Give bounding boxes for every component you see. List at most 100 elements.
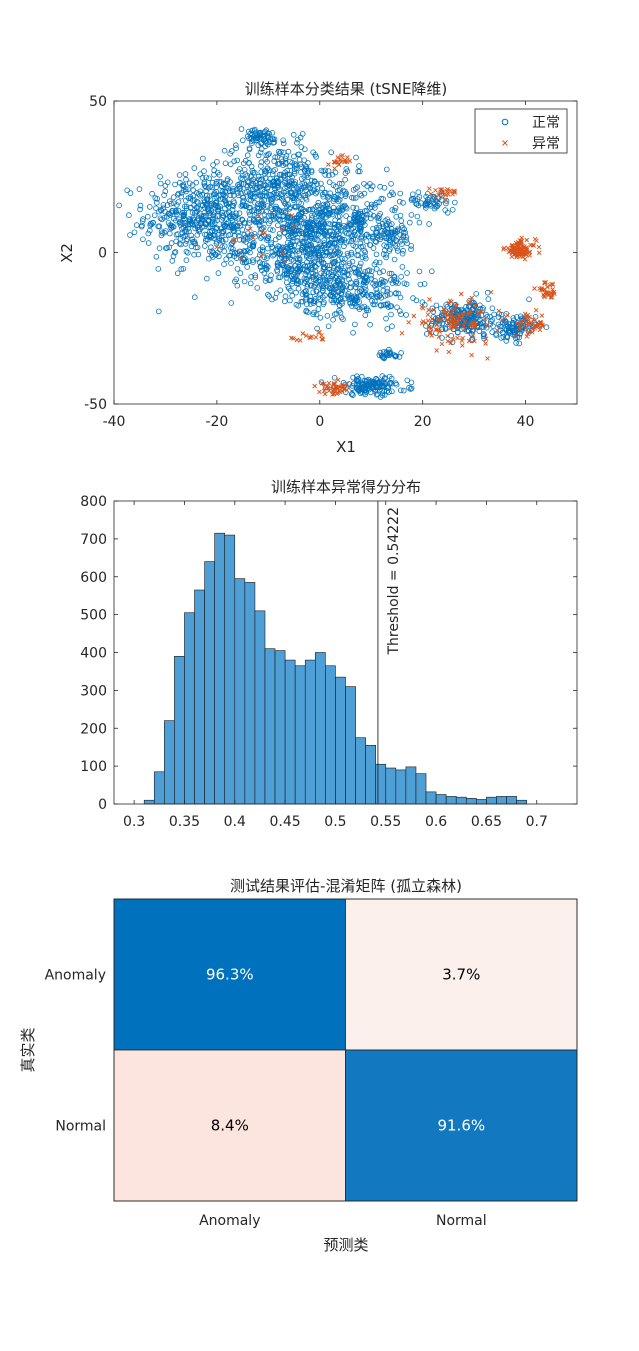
scatter-point-normal: [277, 251, 284, 258]
scatter-point-normal: [296, 230, 303, 237]
scatter-point-normal: [384, 285, 391, 292]
histogram-ytick-label: 100: [80, 759, 107, 775]
scatter-point-anomaly: [319, 336, 325, 342]
scatter-point-normal: [517, 331, 523, 337]
scatter-point-normal: [171, 249, 178, 256]
scatter-point-normal: [285, 148, 292, 155]
scatter-point-anomaly: [525, 331, 531, 337]
scatter-point-normal: [380, 349, 387, 355]
histogram-bar: [314, 652, 326, 805]
scatter-point-anomaly: [451, 324, 457, 330]
scatter-point-normal: [254, 134, 261, 141]
scatter-point-normal: [198, 218, 205, 225]
scatter-point-normal: [318, 281, 325, 288]
scatter-point-anomaly: [238, 256, 244, 262]
confusion-matrix-value: 3.7%: [442, 966, 480, 984]
scatter-point-normal: [428, 268, 435, 275]
scatter-point-normal: [329, 241, 336, 247]
scatter-point-normal: [304, 232, 310, 238]
scatter-point-normal: [272, 154, 279, 161]
scatter-point-anomaly: [449, 299, 454, 305]
scatter-point-normal: [361, 387, 368, 393]
scatter-point-normal: [274, 268, 281, 275]
scatter-point-normal: [388, 311, 394, 318]
scatter-point-anomaly: [455, 335, 460, 341]
scatter-point-normal: [387, 379, 394, 386]
scatter-point-normal: [355, 168, 362, 175]
scatter-point-normal: [360, 382, 367, 388]
scatter-point-normal: [311, 231, 318, 238]
scatter-point-normal: [276, 234, 282, 241]
scatter-ytick-label: -50: [84, 397, 107, 413]
scatter-point-normal: [424, 191, 431, 197]
scatter-point-normal: [403, 312, 409, 318]
scatter-point-normal: [127, 232, 133, 238]
scatter-point-normal: [379, 382, 386, 389]
histogram-bar: [435, 794, 447, 805]
scatter-point-normal: [254, 205, 261, 212]
scatter-point-normal: [514, 329, 521, 336]
scatter-point-normal: [335, 191, 341, 198]
scatter-point-normal: [211, 235, 217, 242]
histogram-bar: [294, 665, 306, 805]
scatter-point-anomaly: [467, 299, 473, 305]
scatter-point-normal: [325, 220, 332, 227]
scatter-point-normal: [263, 208, 269, 215]
scatter-point-normal: [336, 187, 343, 193]
scatter-point-normal: [355, 304, 362, 311]
scatter-point-normal: [408, 243, 415, 249]
scatter-point-normal: [246, 197, 253, 203]
scatter-point-anomaly: [540, 323, 545, 329]
scatter-point-normal: [294, 218, 301, 224]
histogram-chart: 训练样本异常得分分布 Threshold = 0.54222 0.3 0.35 0.…: [80, 478, 578, 830]
scatter-point-normal: [438, 197, 445, 203]
scatter-point-normal: [307, 266, 314, 273]
scatter-point-normal: [319, 285, 326, 291]
scatter-point-anomaly: [446, 300, 451, 306]
scatter-point-normal: [205, 217, 211, 224]
scatter-point-normal: [290, 271, 297, 278]
scatter-point-normal: [335, 257, 342, 263]
scatter-point-normal: [273, 195, 280, 201]
scatter-point-normal: [373, 229, 379, 236]
scatter-point-normal: [182, 171, 189, 177]
scatter-point-anomaly: [462, 326, 467, 332]
scatter-point-anomaly: [280, 226, 285, 232]
scatter-point-normal: [268, 196, 275, 203]
scatter-point-normal: [389, 207, 396, 213]
scatter-point-normal: [374, 214, 381, 221]
scatter-point-normal: [299, 131, 306, 137]
histogram-bar: [304, 659, 316, 805]
scatter-point-normal: [162, 188, 169, 195]
scatter-point-normal: [373, 251, 380, 258]
scatter-point-normal: [270, 227, 276, 234]
scatter-point-normal: [199, 202, 206, 209]
scatter-point-normal: [292, 248, 298, 254]
scatter-point-normal: [196, 217, 202, 224]
scatter-point-normal: [219, 209, 225, 216]
scatter-point-anomaly: [337, 389, 343, 395]
scatter-xlabel: X1: [336, 438, 356, 456]
scatter-point-normal: [304, 309, 311, 316]
scatter-point-normal: [275, 180, 282, 187]
scatter-point-anomaly: [258, 253, 264, 259]
scatter-point-normal: [175, 190, 182, 197]
scatter-point-normal: [258, 235, 264, 241]
scatter-point-normal: [318, 243, 325, 249]
scatter-point-normal: [249, 208, 255, 214]
scatter-point-normal: [203, 184, 209, 190]
scatter-point-normal: [376, 293, 383, 299]
scatter-point-anomaly: [332, 166, 337, 171]
scatter-point-normal: [169, 208, 176, 214]
scatter-point-normal: [246, 146, 253, 153]
scatter-point-normal: [192, 225, 199, 232]
scatter-point-normal: [305, 241, 312, 248]
histogram-bars: [143, 532, 527, 805]
scatter-point-normal: [182, 203, 188, 210]
scatter-point-anomaly: [534, 238, 539, 244]
scatter-point-normal: [513, 340, 519, 346]
scatter-point-normal: [310, 149, 317, 156]
scatter-point-anomaly: [428, 191, 434, 197]
scatter-point-normal: [275, 274, 282, 281]
scatter-point-anomaly: [541, 280, 547, 286]
